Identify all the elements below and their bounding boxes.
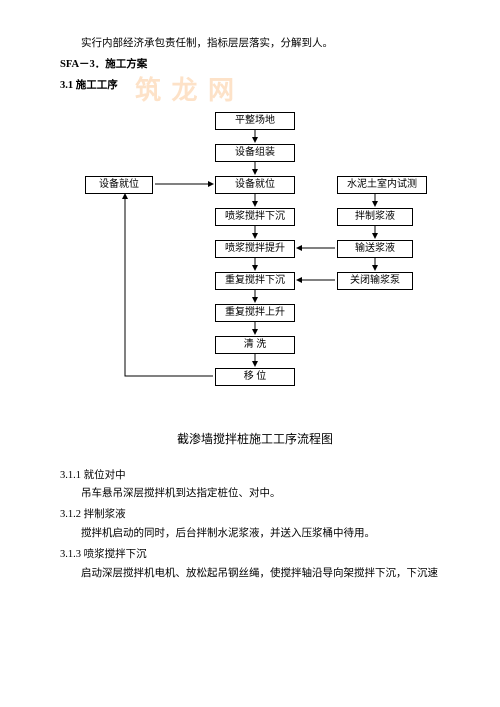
node-spray-mix-sink: 喷浆搅拌下沉 [215,208,295,226]
node-mix-slurry: 拌制浆液 [337,208,413,226]
heading-31: 3.1 施工工序 [60,78,450,95]
node-level-ground: 平整场地 [215,112,295,130]
body-311: 吊车悬吊深层搅拌机到达指定桩位、对中。 [60,486,450,503]
heading-313: 3.1.3 喷浆搅拌下沉 [60,547,450,564]
node-relocate: 移 位 [215,368,295,386]
body-313: 启动深层搅拌机电机、放松起吊钢丝绳，使搅拌轴沿导向架搅拌下沉，下沉速 [60,566,450,583]
node-equipment-position: 设备就位 [215,176,295,194]
flowchart: 平整场地 设备组装 设备就位 喷浆搅拌下沉 喷浆搅拌提升 重复搅拌下沉 重复搅拌… [65,104,445,424]
intro-paragraph: 实行内部经济承包责任制，指标层层落实，分解到人。 [60,36,450,53]
node-deliver-slurry: 输送浆液 [337,240,413,258]
heading-311: 3.1.1 就位对中 [60,468,450,485]
node-equipment-assemble: 设备组装 [215,144,295,162]
heading-sfa3: SFA－3．施工方案 [60,57,450,74]
node-equipment-position-left: 设备就位 [85,176,153,194]
body-312: 搅拌机启动的同时，后台拌制水泥浆液，并送入压浆桶中待用。 [60,526,450,543]
node-cement-soil-test: 水泥土室内试测 [337,176,427,194]
flowchart-caption: 截渗墙搅拌桩施工工序流程图 [60,430,450,449]
node-repeat-mix-sink: 重复搅拌下沉 [215,272,295,290]
node-clean: 清 洗 [215,336,295,354]
heading-312: 3.1.2 拌制浆液 [60,507,450,524]
node-spray-mix-lift: 喷浆搅拌提升 [215,240,295,258]
node-repeat-mix-rise: 重复搅拌上升 [215,304,295,322]
node-close-pump: 关闭输浆泵 [337,272,413,290]
